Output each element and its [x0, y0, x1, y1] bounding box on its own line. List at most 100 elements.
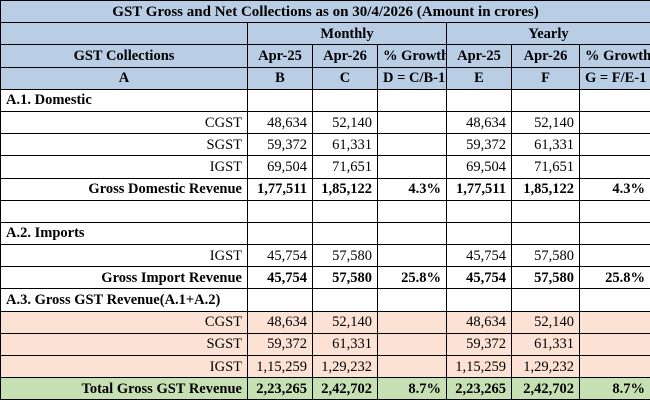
- cell-value: 59,372: [247, 133, 313, 157]
- cell-value: 1,29,232: [312, 354, 378, 379]
- cell-value: [578, 110, 650, 135]
- cell-value: 61,331: [511, 133, 580, 157]
- cell-value: 59,372: [446, 133, 512, 157]
- row-label: SGST: [0, 332, 248, 357]
- total-value: 2,42,702: [312, 377, 378, 401]
- cell-value: 52,140: [511, 310, 580, 334]
- cell-value: 52,140: [312, 310, 378, 334]
- col-letter: E: [446, 66, 512, 90]
- total-value: 1,77,511: [247, 177, 313, 201]
- cell-value: 57,580: [511, 244, 580, 268]
- total-label-imports: Gross Import Revenue: [0, 266, 248, 290]
- col-letter: G = F/E-1: [578, 66, 650, 90]
- cell-value: [377, 133, 447, 157]
- cell-value: 69,504: [446, 155, 512, 179]
- col-letter: B: [247, 66, 313, 90]
- section-title-gross: A.3. Gross GST Revenue(A.1+A.2): [0, 288, 248, 312]
- cell-value: 57,580: [312, 244, 378, 268]
- growth-value: 4.3%: [377, 177, 447, 201]
- table-row: SGST 59,372 61,331 59,372 61,331: [0, 133, 650, 157]
- row-label: CGST: [0, 110, 248, 135]
- total-label-gross: Total Gross GST Revenue: [0, 377, 248, 401]
- total-label-domestic: Gross Domestic Revenue: [0, 177, 248, 201]
- table-row: IGST 1,15,259 1,29,232 1,15,259 1,29,232: [0, 354, 650, 379]
- yearly-header: Yearly: [445, 22, 650, 46]
- cell-value: [377, 155, 447, 179]
- grand-total-row: Total Gross GST Revenue 2,23,265 2,42,70…: [0, 377, 650, 401]
- total-value: 45,754: [247, 266, 313, 290]
- growth-value: 8.7%: [377, 377, 447, 401]
- cell-value: 61,331: [312, 332, 378, 357]
- cell-value: 48,634: [446, 310, 512, 334]
- col-letter: A: [0, 66, 248, 90]
- col-header-yearly-apr26: Apr-26: [511, 44, 580, 68]
- gst-collections-table: GST Gross and Net Collections as on 30/4…: [0, 0, 650, 401]
- cell-value: [377, 110, 447, 135]
- cell-value: 61,331: [511, 332, 580, 357]
- total-value: 1,77,511: [446, 177, 512, 201]
- growth-value: 25.8%: [377, 266, 447, 290]
- table-row: IGST 45,754 57,580 45,754 57,580: [0, 244, 650, 268]
- cell-value: 71,651: [511, 155, 580, 179]
- section-title-imports: A.2. Imports: [0, 221, 248, 246]
- row-label: IGST: [0, 155, 248, 179]
- gst-collections-header: GST Collections: [0, 44, 248, 68]
- cell-value: [377, 332, 447, 357]
- col-letter: D = C/B-1: [377, 66, 447, 90]
- cell-value: 71,651: [312, 155, 378, 179]
- cell-value: 69,504: [247, 155, 313, 179]
- total-value: 2,23,265: [247, 377, 313, 401]
- table-row: SGST 59,372 61,331 59,372 61,331: [0, 332, 650, 357]
- section-title-domestic: A.1. Domestic: [0, 88, 248, 112]
- col-letter: F: [511, 66, 580, 90]
- cell-value: 1,15,259: [247, 354, 313, 379]
- total-value: 57,580: [511, 266, 580, 290]
- col-header-yearly-growth: % Growth: [578, 44, 650, 68]
- col-header-monthly-apr26: Apr-26: [312, 44, 378, 68]
- total-value: 45,754: [446, 266, 512, 290]
- spacer-row: [0, 199, 650, 223]
- growth-value: 25.8%: [578, 266, 650, 290]
- cell-value: 59,372: [247, 332, 313, 357]
- cell-value: 1,15,259: [446, 354, 512, 379]
- monthly-header: Monthly: [247, 22, 447, 46]
- cell-value: 48,634: [247, 110, 313, 135]
- cell-value: 48,634: [247, 310, 313, 334]
- table-row: IGST 69,504 71,651 69,504 71,651: [0, 155, 650, 179]
- cell-value: 59,372: [446, 332, 512, 357]
- total-row: Gross Import Revenue 45,754 57,580 25.8%…: [0, 266, 650, 290]
- total-row: Gross Domestic Revenue 1,77,511 1,85,122…: [0, 177, 650, 201]
- row-label: IGST: [0, 244, 248, 268]
- cell-value: [377, 244, 447, 268]
- cell-value: [578, 354, 650, 379]
- cell-value: 48,634: [446, 110, 512, 135]
- row-label: IGST: [0, 354, 248, 379]
- cell-value: [578, 133, 650, 157]
- col-header-monthly-growth: % Growth: [377, 44, 447, 68]
- cell-value: 1,29,232: [511, 354, 580, 379]
- cell-value: 52,140: [511, 110, 580, 135]
- cell-value: [578, 332, 650, 357]
- header-blank: [0, 22, 248, 46]
- cell-value: [578, 310, 650, 334]
- cell-value: [578, 155, 650, 179]
- col-header-yearly-apr25: Apr-25: [446, 44, 512, 68]
- growth-value: 4.3%: [578, 177, 650, 201]
- total-value: 1,85,122: [511, 177, 580, 201]
- cell-value: 61,331: [312, 133, 378, 157]
- total-value: 1,85,122: [312, 177, 378, 201]
- table-title: GST Gross and Net Collections as on 30/4…: [0, 0, 650, 24]
- growth-value: 8.7%: [578, 377, 650, 401]
- cell-value: 52,140: [312, 110, 378, 135]
- col-letter: C: [312, 66, 378, 90]
- total-value: 2,42,702: [511, 377, 580, 401]
- row-label: CGST: [0, 310, 248, 334]
- cell-value: [377, 310, 447, 334]
- cell-value: [377, 354, 447, 379]
- cell-value: 45,754: [446, 244, 512, 268]
- table-row: CGST 48,634 52,140 48,634 52,140: [0, 110, 650, 135]
- total-value: 2,23,265: [446, 377, 512, 401]
- cell-value: 45,754: [247, 244, 313, 268]
- total-value: 57,580: [312, 266, 378, 290]
- row-label: SGST: [0, 133, 248, 157]
